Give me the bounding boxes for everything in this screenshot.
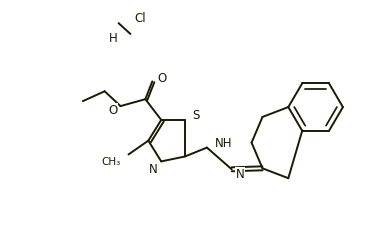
Text: N: N (149, 163, 157, 176)
Text: O: O (157, 72, 166, 85)
Text: H: H (109, 32, 118, 45)
Text: NH: NH (215, 137, 232, 150)
Text: S: S (192, 109, 200, 123)
Text: O: O (108, 104, 118, 116)
Text: N: N (236, 168, 244, 181)
Text: CH₃: CH₃ (101, 157, 120, 167)
Text: Cl: Cl (134, 12, 146, 25)
